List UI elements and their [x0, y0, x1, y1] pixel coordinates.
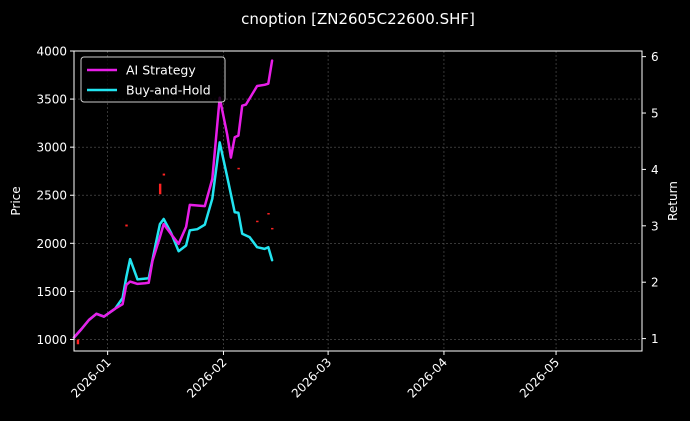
price-mark — [162, 173, 166, 176]
left-tick-label: 4000 — [36, 45, 67, 59]
legend: AI Strategy Buy-and-Hold — [80, 56, 226, 103]
grid — [74, 50, 642, 351]
series-line-ai-strategy — [72, 59, 274, 339]
price-mark — [271, 227, 274, 230]
price-marks — [76, 167, 274, 345]
price-mark — [158, 183, 162, 195]
series-lines — [72, 59, 274, 339]
legend-label-buy-and-hold: Buy-and-Hold — [126, 83, 211, 98]
right-tick-label: 1 — [651, 332, 659, 346]
chart-title: cnoption [ZN2605C22600.SHF] — [241, 10, 475, 28]
right-tick-label: 3 — [651, 219, 659, 233]
plot-frame — [73, 50, 643, 352]
right-tick-label: 5 — [651, 107, 659, 121]
price-mark — [125, 224, 128, 227]
left-tick-label: 1500 — [36, 285, 67, 299]
left-tick-label: 1000 — [36, 333, 67, 347]
price-mark — [267, 213, 270, 215]
left-tick-label: 3000 — [36, 141, 67, 155]
price-mark — [256, 220, 259, 223]
left-axis: 1000 1500 2000 2500 3000 3500 4000 — [36, 45, 74, 347]
right-tick-label: 6 — [651, 50, 659, 64]
left-tick-label: 2500 — [36, 189, 67, 203]
price-mark — [237, 167, 240, 170]
left-tick-label: 2000 — [36, 237, 67, 251]
price-mark — [76, 339, 80, 345]
right-tick-label: 4 — [651, 163, 659, 177]
right-tick-label: 2 — [651, 276, 659, 290]
right-axis: 1 2 3 4 5 6 — [642, 50, 659, 346]
legend-label-ai-strategy: AI Strategy — [126, 63, 196, 78]
y-axis-label-left: Price — [9, 186, 23, 215]
y-axis-label-right: Return — [666, 181, 680, 221]
left-tick-label: 3500 — [36, 93, 67, 107]
